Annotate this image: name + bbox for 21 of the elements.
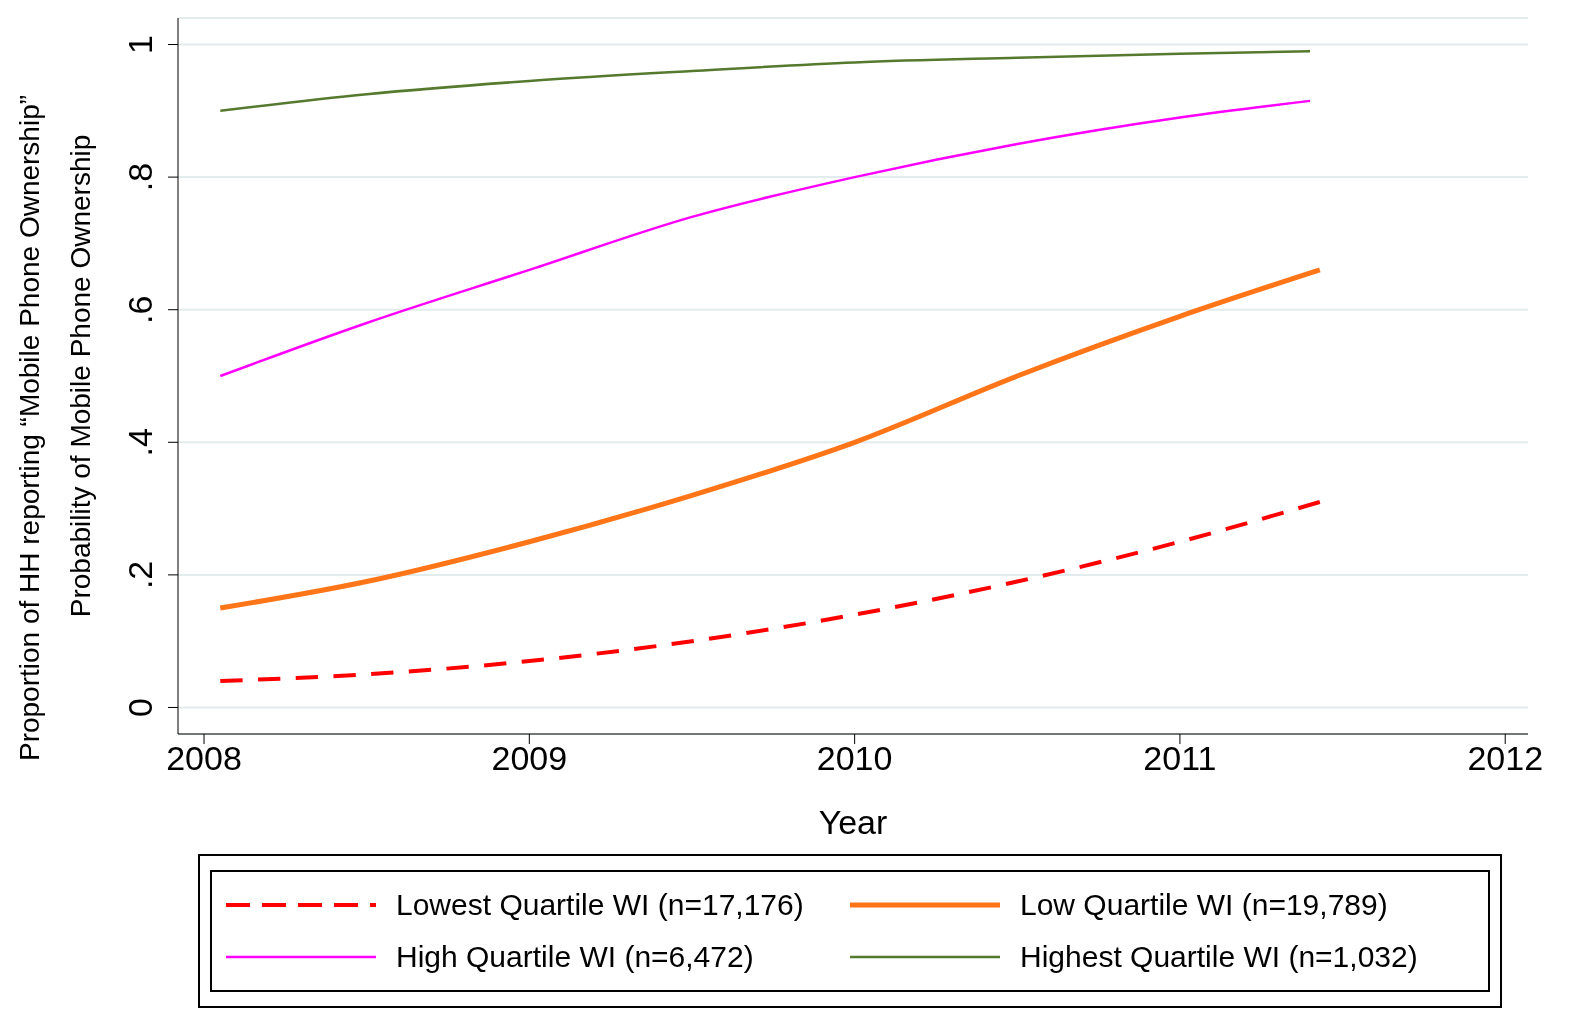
line-series xyxy=(218,499,1322,683)
y-tick-label: .2 xyxy=(121,560,159,590)
y-tick-label: 1 xyxy=(121,35,159,54)
legend-label: Lowest Quartile WI (n=17,176) xyxy=(396,888,804,922)
y-tick-label: 0 xyxy=(121,698,159,717)
y-tick-label: .4 xyxy=(121,428,159,457)
legend-label: Low Quartile WI (n=19,789) xyxy=(1020,888,1388,922)
x-tick-label: 2011 xyxy=(1143,739,1217,778)
x-tick-label: 2010 xyxy=(816,739,893,778)
text: Proportion of HH reporting “Mobile Phone Ownership” xyxy=(14,94,46,762)
line-series xyxy=(219,49,1312,113)
x-tick-label: 2009 xyxy=(491,739,568,778)
x-tick-label: 2012 xyxy=(1467,739,1544,778)
legend-label: High Quartile WI (n=6,472) xyxy=(396,940,754,974)
legend-label: Highest Quartile WI (n=1,032) xyxy=(1020,940,1418,974)
x-axis-title: Year xyxy=(818,803,888,841)
y-axis-title: Probability of Mobile Phone Ownership xyxy=(64,134,96,618)
y-tick-label: .8 xyxy=(121,162,159,192)
line-series xyxy=(219,99,1312,378)
x-tick-label: 2008 xyxy=(166,739,242,778)
y-tick-label: .6 xyxy=(121,295,159,324)
